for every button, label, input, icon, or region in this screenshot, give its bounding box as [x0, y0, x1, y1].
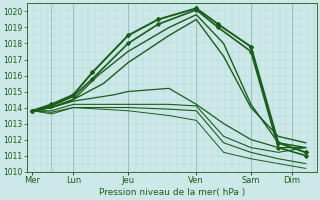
X-axis label: Pression niveau de la mer( hPa ): Pression niveau de la mer( hPa )	[99, 188, 245, 197]
